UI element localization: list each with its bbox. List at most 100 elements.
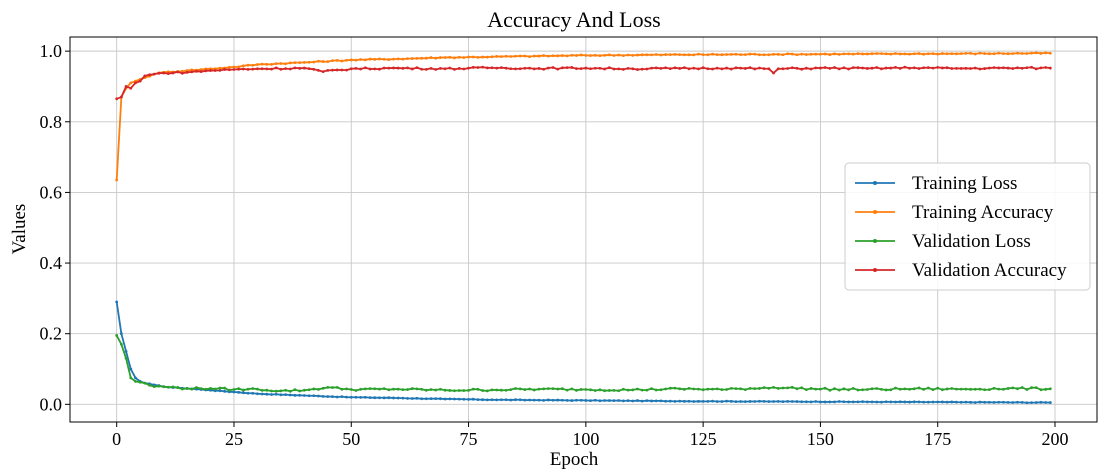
data-point xyxy=(819,66,822,70)
data-point xyxy=(870,400,874,404)
data-point xyxy=(115,97,119,101)
data-point xyxy=(682,399,686,403)
data-point xyxy=(284,388,287,392)
data-point xyxy=(546,387,550,390)
data-point xyxy=(884,400,888,404)
data-point xyxy=(284,393,287,397)
data-point xyxy=(471,397,475,401)
data-point xyxy=(701,388,705,392)
data-point xyxy=(415,66,419,70)
data-point xyxy=(429,397,433,401)
data-point xyxy=(734,387,738,391)
data-point xyxy=(865,400,869,404)
data-point xyxy=(542,387,546,391)
data-point xyxy=(978,51,982,55)
data-point xyxy=(1020,400,1024,404)
data-point xyxy=(537,67,541,70)
data-point xyxy=(331,59,334,63)
data-point xyxy=(617,53,621,57)
data-point xyxy=(528,387,531,391)
data-point xyxy=(795,53,799,57)
data-point xyxy=(148,383,151,387)
data-point xyxy=(636,68,639,71)
data-point xyxy=(424,397,428,401)
data-point xyxy=(523,398,527,402)
data-point xyxy=(293,61,297,65)
data-point xyxy=(129,86,133,90)
data-point xyxy=(654,399,658,403)
data-point xyxy=(856,66,860,70)
data-point xyxy=(983,52,987,55)
data-point xyxy=(429,56,433,59)
data-point xyxy=(697,387,700,391)
data-point xyxy=(851,52,855,56)
data-point xyxy=(908,66,911,70)
data-point xyxy=(593,53,597,57)
data-point xyxy=(509,388,513,392)
data-point xyxy=(748,66,752,70)
data-point xyxy=(884,388,888,392)
data-point xyxy=(697,67,700,71)
data-point xyxy=(964,51,968,55)
legend-marker xyxy=(873,239,877,243)
data-point xyxy=(180,71,184,75)
y-axis-label: Values xyxy=(9,204,30,255)
data-point xyxy=(406,66,409,70)
data-point xyxy=(926,52,930,56)
data-point xyxy=(945,387,949,391)
data-point xyxy=(870,52,874,56)
data-point xyxy=(293,388,297,392)
data-point xyxy=(1011,52,1015,55)
data-point xyxy=(978,400,982,404)
data-point xyxy=(903,65,907,69)
data-point xyxy=(950,387,954,390)
data-point xyxy=(152,72,156,76)
data-point xyxy=(288,61,292,65)
data-point xyxy=(1006,52,1010,56)
x-tick-label: 100 xyxy=(572,429,599,449)
data-point xyxy=(828,388,832,392)
data-point xyxy=(312,67,316,71)
data-point xyxy=(828,67,832,70)
data-point xyxy=(551,398,555,402)
data-point xyxy=(1039,52,1043,55)
data-point xyxy=(256,63,259,66)
data-point xyxy=(1025,401,1029,405)
data-point xyxy=(795,387,799,391)
data-point xyxy=(317,387,320,391)
data-point xyxy=(997,387,1001,391)
data-point xyxy=(546,54,550,58)
data-point xyxy=(274,389,278,393)
data-point xyxy=(729,53,733,56)
data-point xyxy=(969,67,972,70)
data-point xyxy=(195,386,198,389)
data-point xyxy=(729,399,733,403)
data-point xyxy=(387,396,391,400)
data-point xyxy=(119,95,123,99)
data-point xyxy=(922,66,926,70)
data-point xyxy=(837,388,841,392)
data-point xyxy=(260,62,264,66)
data-point xyxy=(288,67,292,71)
data-point xyxy=(307,394,311,398)
data-point xyxy=(514,398,517,402)
y-tick-label: 0.6 xyxy=(40,182,63,202)
data-point xyxy=(687,67,691,71)
data-point xyxy=(589,399,592,403)
data-point xyxy=(781,53,785,57)
data-point xyxy=(729,67,733,71)
data-point xyxy=(434,56,438,60)
data-point xyxy=(467,389,470,392)
data-point xyxy=(279,62,283,65)
data-point xyxy=(420,387,424,391)
data-point xyxy=(223,68,226,71)
data-point xyxy=(626,388,630,392)
data-point xyxy=(1030,65,1033,69)
data-point xyxy=(776,400,780,403)
data-point xyxy=(551,54,555,58)
data-point xyxy=(453,67,456,71)
data-point xyxy=(936,400,940,404)
data-point xyxy=(725,53,728,56)
data-point xyxy=(185,70,189,74)
data-point xyxy=(439,56,442,59)
